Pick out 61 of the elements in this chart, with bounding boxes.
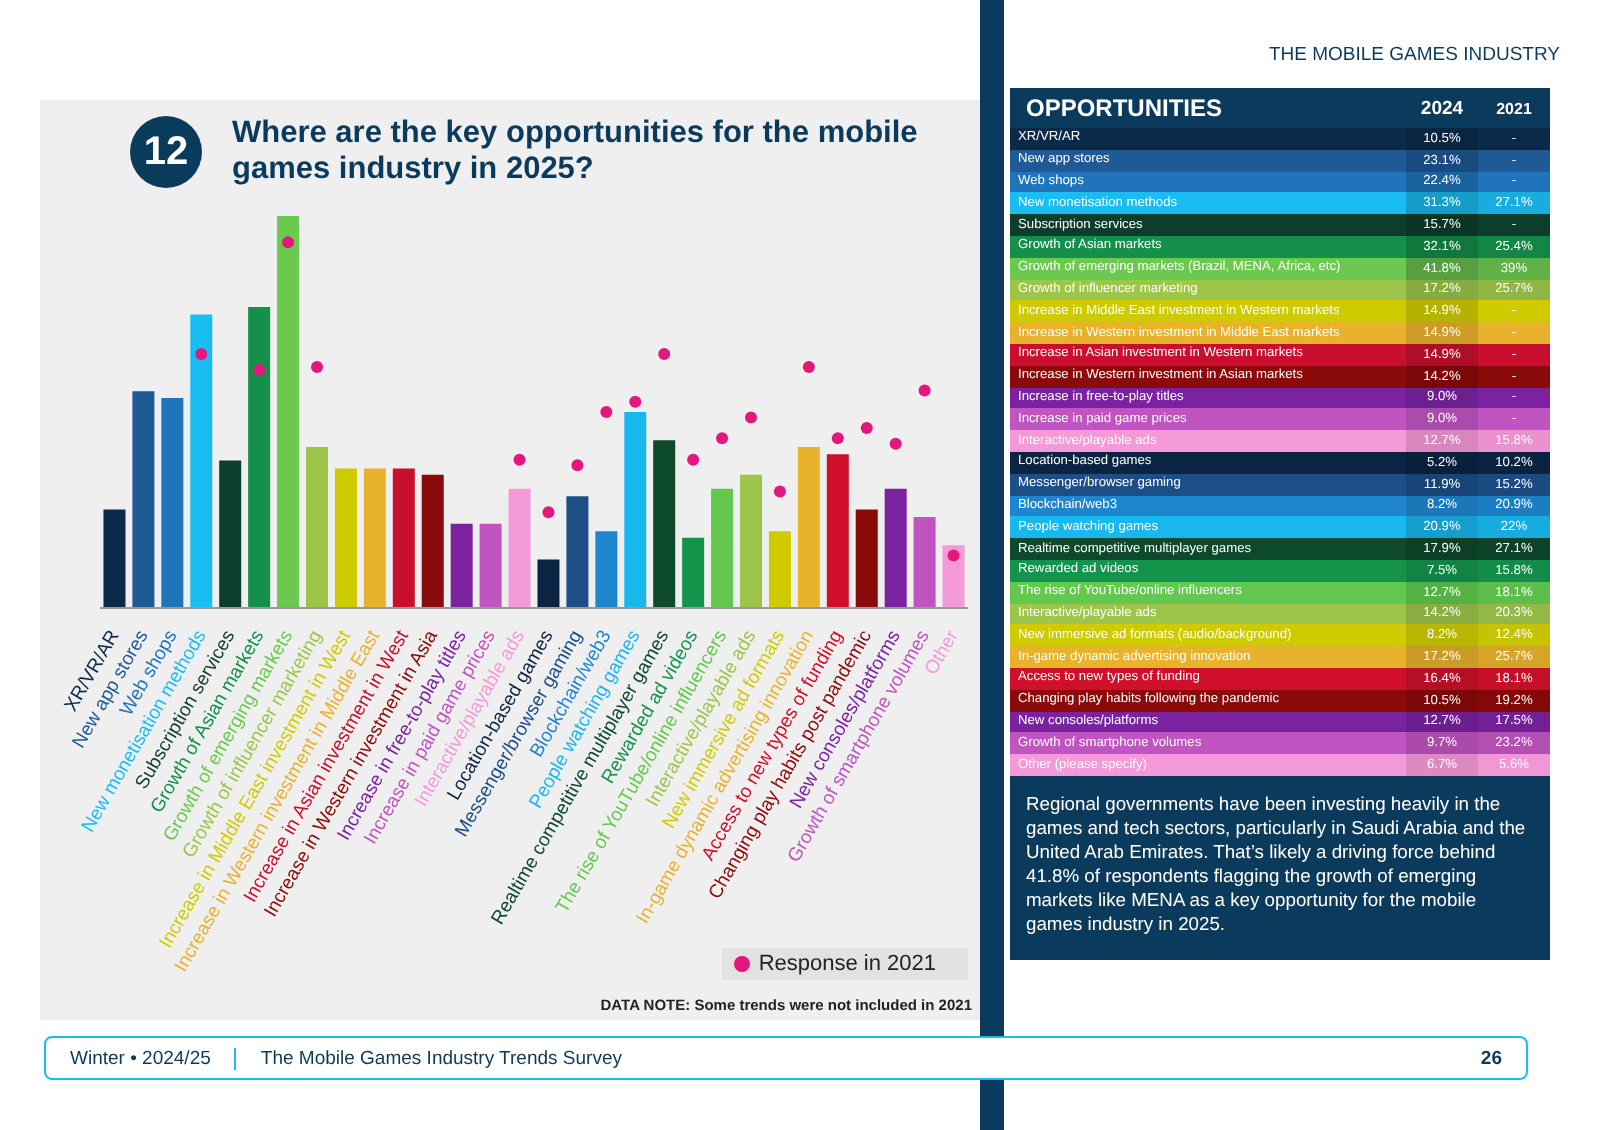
text: THE MOBILE GAMES INDUSTRY <box>1268 44 1560 66</box>
bar <box>508 488 531 608</box>
bar <box>132 391 155 608</box>
bar <box>103 509 126 608</box>
point <box>282 236 295 249</box>
bar <box>740 474 763 608</box>
point <box>513 453 526 466</box>
bar <box>884 488 907 608</box>
point <box>831 432 844 445</box>
bar <box>913 517 936 608</box>
bar <box>653 440 676 608</box>
bar <box>248 306 271 608</box>
text: OPPORTUNITIES <box>1024 92 1225 126</box>
point <box>889 437 902 450</box>
bar <box>797 446 820 608</box>
x-tick-label: 2024 <box>1418 95 1466 123</box>
text: Winter • 2024/25 <box>68 1047 213 1069</box>
point <box>658 347 671 360</box>
point <box>253 363 266 376</box>
bar <box>566 496 589 608</box>
bar <box>277 216 300 608</box>
bar <box>595 531 618 608</box>
bar <box>682 537 705 608</box>
bar <box>421 474 444 608</box>
text: 26 <box>1478 1047 1504 1069</box>
text: 12 <box>130 116 202 188</box>
legend-label: Response in 2021 <box>758 952 936 976</box>
point <box>745 411 757 424</box>
bar <box>826 454 849 608</box>
bar <box>363 468 386 608</box>
bar <box>392 468 415 608</box>
point <box>773 485 786 498</box>
bar <box>479 523 502 608</box>
point <box>542 506 555 519</box>
point <box>860 422 873 435</box>
point <box>311 360 323 373</box>
point <box>687 453 700 466</box>
bar <box>942 545 965 608</box>
bar <box>190 314 213 608</box>
point <box>716 432 729 445</box>
bar <box>855 509 878 608</box>
point <box>629 395 642 408</box>
bar <box>306 446 329 608</box>
bar <box>450 523 473 608</box>
point <box>947 549 960 562</box>
point <box>571 459 584 472</box>
point <box>195 347 208 360</box>
x-tick-label: 2021 <box>1494 97 1534 121</box>
bar <box>537 559 560 608</box>
bar <box>219 460 242 608</box>
bar <box>711 488 734 608</box>
point <box>600 406 613 418</box>
text: Regional governments have been investing heavily in the games and tech sectors, particularly in Saudi Arabia and the United Arab Emirates. That’s likely a driving force behind 41.8% of respondents flagging the growth of emerging markets like MENA as a key opportunity for the mobile games industry in 2025. <box>1024 789 1528 938</box>
point <box>918 384 931 397</box>
chart-title: Where are the key opportunities for the mobile games industry in 2025? <box>232 116 920 188</box>
bar <box>768 531 791 608</box>
bar <box>334 468 357 608</box>
bar <box>624 412 647 608</box>
point <box>802 360 815 373</box>
bar <box>161 397 184 608</box>
text: The Mobile Games Industry Trends Survey <box>234 1047 646 1069</box>
